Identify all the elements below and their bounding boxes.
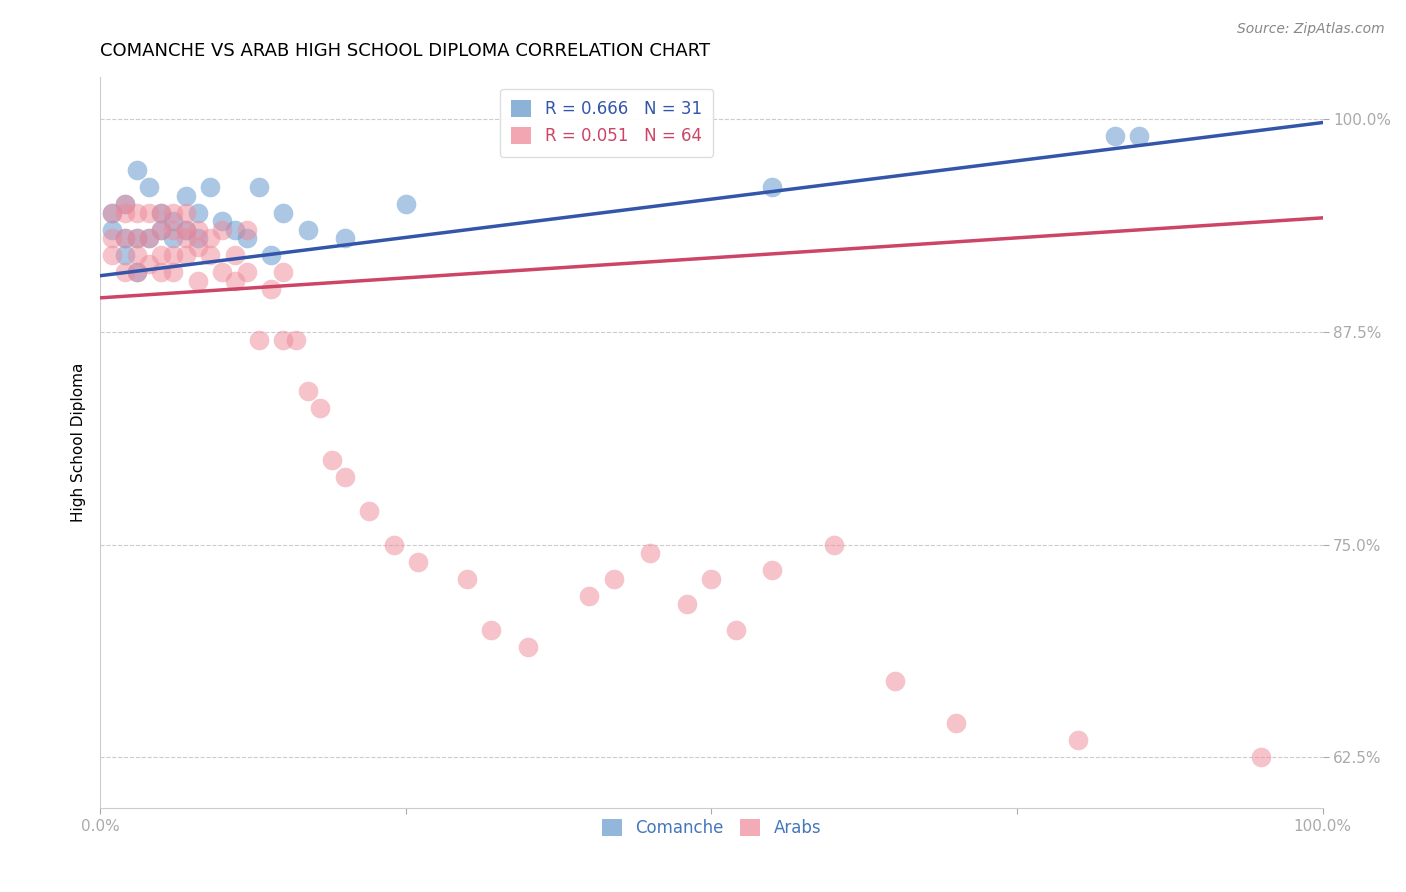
Point [297, 223, 319, 237]
Point [309, 401, 332, 416]
Point [187, 231, 209, 245]
Point [162, 248, 184, 262]
Point [479, 623, 502, 637]
Point [114, 265, 136, 279]
Point [236, 265, 259, 279]
Point [125, 248, 148, 262]
Point [578, 589, 600, 603]
Point [224, 223, 246, 237]
Point [101, 206, 124, 220]
Point [187, 206, 209, 220]
Point [198, 248, 221, 262]
Point [162, 265, 184, 279]
Point [224, 248, 246, 262]
Point [125, 265, 148, 279]
Point [138, 257, 160, 271]
Point [187, 274, 209, 288]
Point [125, 163, 148, 178]
Point [125, 265, 148, 279]
Point [382, 538, 405, 552]
Point [761, 180, 783, 194]
Point [236, 231, 259, 245]
Point [187, 223, 209, 237]
Point [162, 231, 184, 245]
Point [224, 274, 246, 288]
Point [211, 214, 233, 228]
Point [174, 206, 197, 220]
Point [150, 223, 173, 237]
Point [198, 231, 221, 245]
Point [357, 503, 380, 517]
Point [198, 180, 221, 194]
Point [724, 623, 747, 637]
Point [138, 231, 160, 245]
Point [1067, 733, 1090, 747]
Point [187, 240, 209, 254]
Point [101, 248, 124, 262]
Point [602, 572, 624, 586]
Point [162, 214, 184, 228]
Point [162, 206, 184, 220]
Point [273, 206, 295, 220]
Point [138, 206, 160, 220]
Point [211, 265, 233, 279]
Point [150, 248, 173, 262]
Point [101, 206, 124, 220]
Point [333, 231, 356, 245]
Point [945, 716, 967, 731]
Point [273, 265, 295, 279]
Point [1128, 129, 1150, 144]
Text: Source: ZipAtlas.com: Source: ZipAtlas.com [1237, 22, 1385, 37]
Point [174, 248, 197, 262]
Point [236, 223, 259, 237]
Point [174, 188, 197, 202]
Point [321, 452, 343, 467]
Point [114, 206, 136, 220]
Point [138, 180, 160, 194]
Point [114, 197, 136, 211]
Point [114, 248, 136, 262]
Point [174, 231, 197, 245]
Point [101, 223, 124, 237]
Point [1104, 129, 1126, 144]
Point [101, 231, 124, 245]
Point [284, 334, 307, 348]
Point [114, 197, 136, 211]
Point [823, 538, 845, 552]
Point [676, 597, 699, 611]
Point [150, 265, 173, 279]
Point [125, 231, 148, 245]
Point [174, 223, 197, 237]
Point [211, 223, 233, 237]
Point [260, 282, 283, 296]
Point [406, 555, 429, 569]
Point [395, 197, 418, 211]
Point [138, 231, 160, 245]
Point [638, 546, 661, 560]
Point [1250, 750, 1272, 764]
Point [260, 248, 283, 262]
Point [247, 180, 270, 194]
Point [114, 231, 136, 245]
Point [700, 572, 723, 586]
Point [150, 206, 173, 220]
Point [273, 334, 295, 348]
Point [247, 334, 270, 348]
Legend: Comanche, Arabs: Comanche, Arabs [595, 813, 828, 844]
Point [174, 223, 197, 237]
Point [333, 469, 356, 483]
Point [761, 563, 783, 577]
Point [125, 231, 148, 245]
Point [456, 572, 478, 586]
Point [297, 384, 319, 399]
Point [150, 206, 173, 220]
Point [517, 640, 540, 654]
Text: COMANCHE VS ARAB HIGH SCHOOL DIPLOMA CORRELATION CHART: COMANCHE VS ARAB HIGH SCHOOL DIPLOMA COR… [100, 42, 710, 60]
Point [883, 673, 905, 688]
Point [162, 223, 184, 237]
Y-axis label: High School Diploma: High School Diploma [72, 363, 86, 522]
Point [114, 231, 136, 245]
Point [150, 223, 173, 237]
Point [125, 206, 148, 220]
